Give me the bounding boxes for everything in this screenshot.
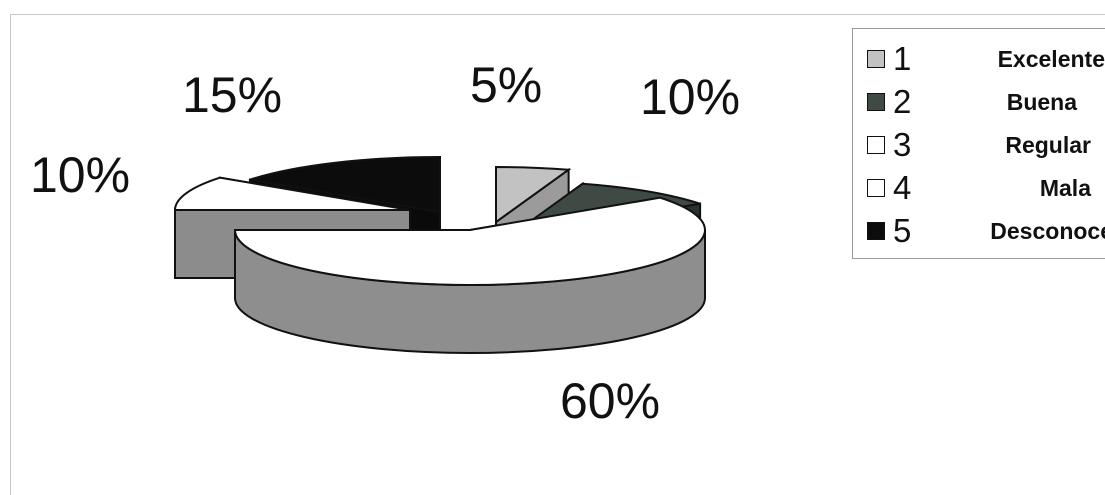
legend-name-5: Desconoce	[990, 218, 1105, 244]
legend-number-3: 3	[893, 126, 912, 163]
legend-name-3: Regular	[1005, 132, 1091, 158]
legend-number-5: 5	[893, 212, 912, 249]
legend-item-4: 4 Mala	[867, 168, 1105, 208]
pie-slice-1	[495, 165, 572, 224]
legend-item-5: 5 Desconoce	[867, 211, 1105, 251]
data-label-5: 15%	[182, 67, 282, 123]
legend-swatch-2	[867, 93, 885, 111]
data-label-3: 60%	[560, 373, 660, 429]
legend-item-2: 2 Buena	[867, 82, 1105, 122]
frame-border-left	[10, 14, 11, 495]
frame-border-top	[10, 14, 1105, 15]
legend: 1 Excelente 2 Buena 3 Regular 4 Mala 5 D…	[852, 28, 1105, 259]
pie-data-labels: 5% 10% 60% 10% 15%	[30, 57, 740, 429]
pie-slice-5	[249, 155, 441, 214]
legend-number-4: 4	[893, 169, 912, 206]
pie-slice-3	[233, 196, 706, 286]
legend-name-4: Mala	[1039, 175, 1091, 201]
pie-slice-4	[173, 176, 411, 211]
legend-item-3: 3 Regular	[867, 125, 1105, 165]
legend-swatch-4	[867, 179, 885, 197]
pie-3d-tops	[173, 155, 706, 286]
legend-number-1: 1	[893, 40, 912, 77]
data-label-4: 10%	[30, 147, 130, 203]
legend-number-2: 2	[893, 83, 912, 120]
legend-name-1: Excelente	[997, 46, 1105, 72]
legend-swatch-3	[867, 136, 885, 154]
legend-swatch-1	[867, 50, 885, 68]
legend-swatch-5	[867, 222, 885, 240]
legend-name-2: Buena	[1006, 89, 1077, 115]
legend-item-1: 1 Excelente	[867, 39, 1105, 79]
data-label-1: 5%	[470, 57, 542, 113]
data-label-2: 10%	[640, 69, 740, 125]
